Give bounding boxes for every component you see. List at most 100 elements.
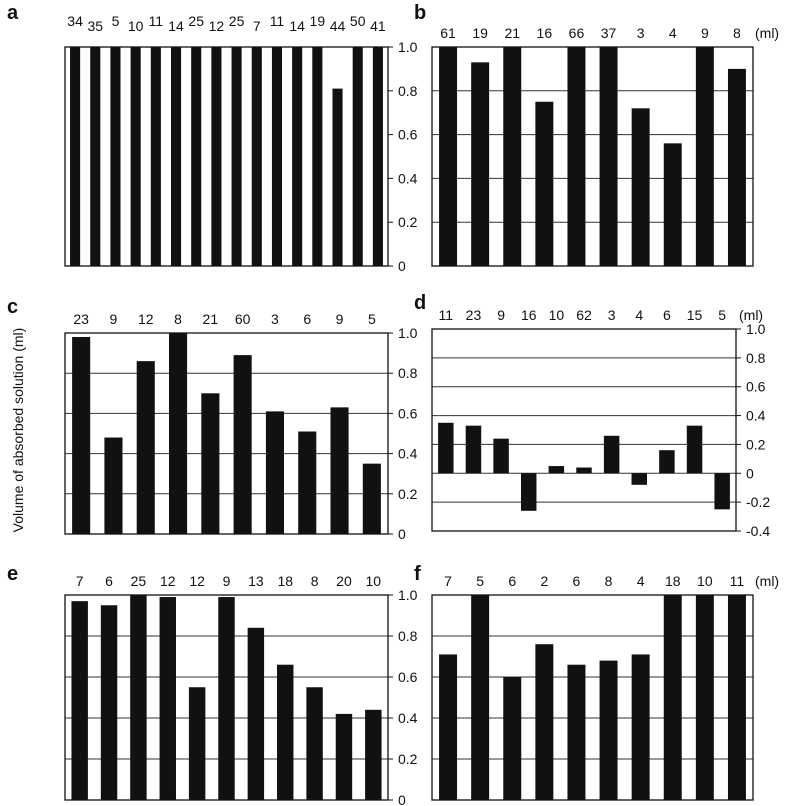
- bar-count-label: 10: [549, 307, 565, 323]
- bar-count-label: 61: [440, 25, 456, 41]
- bar: [335, 713, 353, 800]
- bar-count-label: 18: [277, 573, 293, 589]
- bar: [503, 47, 522, 266]
- bar-count-label: 7: [253, 18, 261, 34]
- bar-count-label: 21: [504, 25, 520, 41]
- bar-count-label: 5: [368, 311, 376, 327]
- panel-a: a 34 35 5 10 11 14 25 12 25 7 11 14 19 44 50 4100.20.40.…: [7, 2, 418, 274]
- bar-count-label: 23: [466, 307, 482, 323]
- bar: [312, 47, 323, 266]
- y-tick-label: 0.2: [398, 486, 418, 502]
- bar-count-label: 14: [289, 18, 305, 34]
- bar: [438, 422, 454, 474]
- bar: [201, 393, 220, 534]
- bar: [465, 425, 482, 474]
- bar: [169, 333, 188, 534]
- bar-count-label: 14: [168, 18, 184, 34]
- bar-count-label: 9: [336, 311, 344, 327]
- plot-frame: [431, 594, 754, 801]
- bar: [535, 644, 554, 800]
- y-tick-label: -0.4: [746, 523, 770, 539]
- bar-count-label: 44: [330, 18, 346, 34]
- bar: [271, 47, 283, 266]
- bar: [372, 47, 383, 266]
- y-tick-label: 0.8: [398, 628, 418, 644]
- y-tick-label: 0.6: [398, 669, 418, 685]
- y-tick-label: 1.0: [398, 325, 418, 341]
- y-tick-label: 0.4: [398, 170, 418, 186]
- panel-letter: c: [7, 296, 18, 318]
- bar: [695, 47, 714, 266]
- bar-count-label: 13: [248, 573, 264, 589]
- bar-count-label: 41: [370, 18, 386, 34]
- y-tick-label: 0.8: [398, 83, 418, 99]
- bar: [130, 595, 147, 800]
- bar: [277, 664, 294, 800]
- bar-count-label: 6: [105, 573, 113, 589]
- bar-count-label: 8: [733, 25, 741, 41]
- panel-letter: f: [414, 563, 421, 585]
- bar-count-label: 5: [718, 307, 726, 323]
- bar: [332, 88, 343, 266]
- bar: [159, 597, 176, 800]
- bar-count-label: 8: [311, 573, 319, 589]
- panel-f: f 7 5 6 2 6 8 4 18 10 11 (ml): [414, 563, 779, 801]
- unit-label: (ml): [739, 307, 763, 323]
- y-tick-label: 0: [398, 792, 406, 806]
- bar-count-label: 19: [472, 25, 488, 41]
- bar-count-label: 12: [209, 18, 225, 34]
- unit-label: (ml): [755, 573, 779, 589]
- bar: [188, 687, 206, 800]
- bar: [663, 595, 682, 800]
- bar: [90, 47, 101, 266]
- bar: [292, 47, 303, 266]
- bar: [211, 47, 222, 266]
- bar: [265, 411, 284, 534]
- bar-count-label: 11: [270, 13, 285, 29]
- bar-count-label: 34: [67, 13, 83, 29]
- bar: [576, 467, 592, 474]
- bar: [599, 47, 618, 266]
- bar-count-label: 12: [160, 573, 176, 589]
- bar: [70, 47, 81, 266]
- bar-count-label: 8: [605, 573, 613, 589]
- bar-count-label: 19: [310, 13, 326, 29]
- y-tick-label: 0.2: [746, 436, 766, 452]
- bar-count-label: 6: [663, 307, 671, 323]
- y-tick-label: 0.4: [746, 408, 766, 424]
- bar-count-label: 6: [303, 311, 311, 327]
- bar: [298, 431, 317, 534]
- bar: [631, 473, 648, 485]
- bar: [233, 355, 252, 534]
- bar: [695, 595, 714, 800]
- bar: [548, 466, 565, 474]
- bar: [727, 595, 746, 800]
- bar-count-label: 3: [608, 307, 616, 323]
- bar-count-label: 7: [444, 573, 452, 589]
- bar: [471, 595, 490, 800]
- bar: [247, 627, 265, 800]
- y-tick-label: 1.0: [398, 587, 418, 603]
- bar-count-label: 23: [73, 311, 89, 327]
- y-tick-label: 0.8: [398, 365, 418, 381]
- bar-count-label: 12: [138, 311, 154, 327]
- bar: [631, 108, 650, 266]
- bar: [471, 62, 490, 266]
- bar: [352, 47, 363, 266]
- bar-count-label: 8: [174, 311, 182, 327]
- bar: [191, 47, 202, 266]
- y-tick-label: 0: [398, 526, 406, 542]
- bar-count-label: 11: [439, 307, 454, 323]
- bar-count-label: 9: [223, 573, 231, 589]
- plot-frame: [431, 46, 754, 267]
- bar: [104, 437, 123, 534]
- bar-count-label: 9: [110, 311, 118, 327]
- bar: [231, 47, 242, 266]
- bar: [439, 47, 458, 266]
- bar-count-label: 35: [87, 18, 103, 34]
- bar: [150, 47, 161, 266]
- y-tick-label: 1.0: [746, 321, 766, 337]
- bar: [493, 438, 509, 474]
- bar: [130, 47, 141, 266]
